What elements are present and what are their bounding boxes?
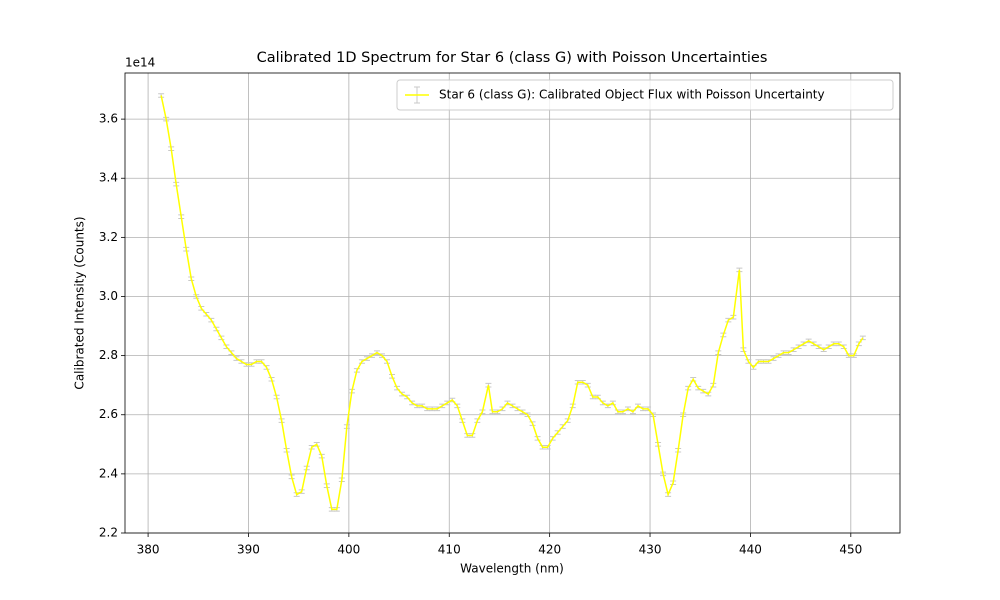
x-tick-label: 430	[639, 543, 662, 557]
chart-title: Calibrated 1D Spectrum for Star 6 (class…	[257, 50, 768, 66]
y-tick-label: 2.2	[99, 526, 118, 540]
x-tick-label: 450	[839, 543, 862, 557]
y-tick-label: 2.4	[99, 466, 118, 480]
x-tick-label: 420	[538, 543, 561, 557]
x-tick-label: 390	[237, 543, 260, 557]
legend-box	[396, 79, 894, 111]
y-tick-label: 3.2	[99, 230, 118, 244]
series-line	[160, 95, 864, 511]
x-tick-label: 410	[438, 543, 461, 557]
y-tick-label: 2.6	[99, 407, 118, 421]
y-tick-label: 3.4	[99, 171, 118, 185]
y-axis-label: Calibrated Intensity (Counts)	[73, 216, 87, 389]
y-tick-label: 3.0	[99, 289, 118, 303]
legend-label: Star 6 (class G): Calibrated Object Flux…	[439, 88, 825, 102]
offset-text: 1e14	[125, 56, 155, 70]
x-tick-label: 380	[137, 543, 160, 557]
y-tick-label: 2.8	[99, 348, 118, 362]
x-tick-label: 440	[739, 543, 762, 557]
x-axis-label: Wavelength (nm)	[460, 562, 564, 576]
x-tick-label: 400	[337, 543, 360, 557]
plot-frame	[124, 72, 901, 534]
y-tick-label: 3.6	[99, 112, 118, 126]
